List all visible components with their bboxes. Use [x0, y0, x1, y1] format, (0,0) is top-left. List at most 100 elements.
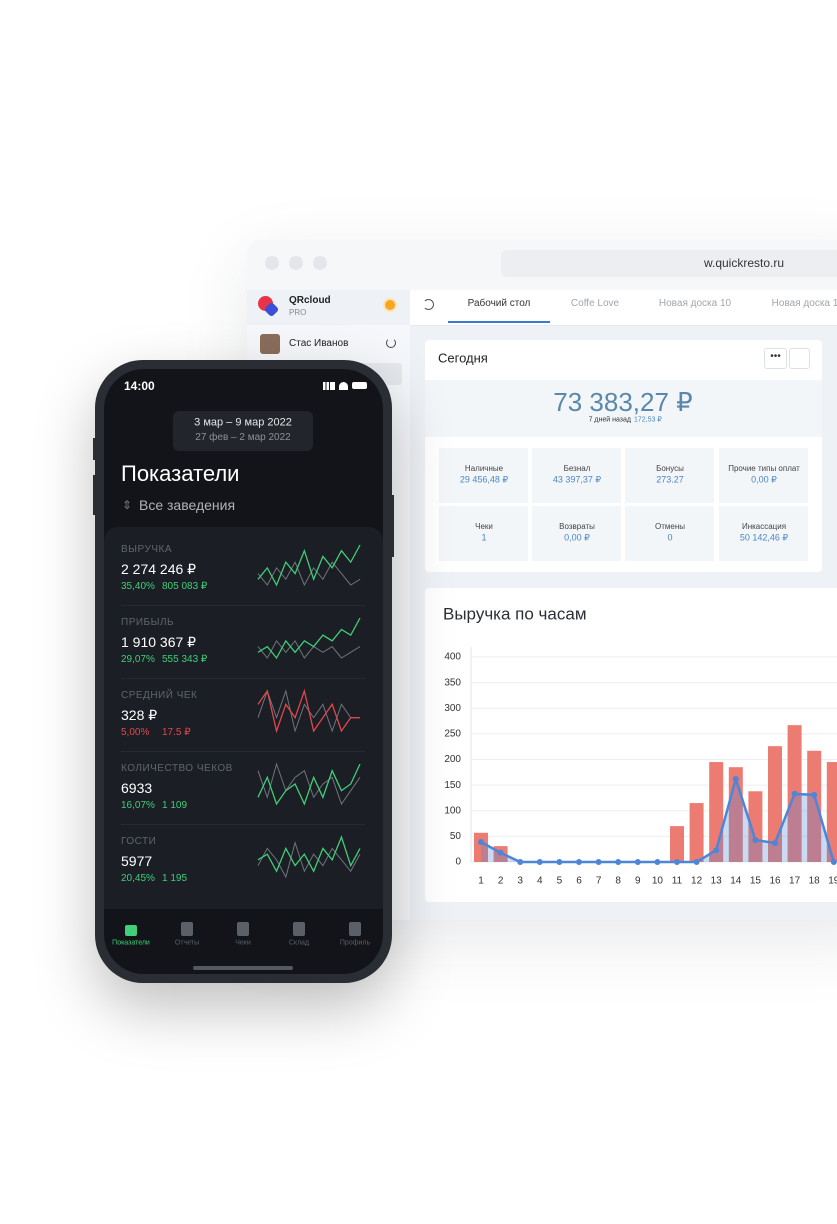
summary-cell[interactable] [625, 448, 714, 503]
metric-change-pct: 16,07% [121, 800, 155, 811]
cell-value: 1 [481, 532, 487, 543]
summary-cell[interactable] [439, 448, 528, 503]
line-point [536, 859, 543, 865]
cell-label: Наличные [464, 464, 504, 473]
sparkline-current [257, 835, 361, 873]
cell-label: Чеки [475, 522, 493, 531]
cell-value: 0,00 ₽ [751, 474, 777, 485]
metric-change-abs: 805 083 ₽ [162, 581, 208, 592]
summary-cell[interactable] [532, 506, 621, 561]
separator [121, 751, 365, 752]
line-point [772, 840, 778, 847]
period-picker[interactable] [173, 411, 313, 451]
logout[interactable] [386, 338, 396, 348]
cell-value: 29 456,48 ₽ [459, 474, 509, 485]
line-point [595, 859, 602, 865]
x-tick-label: 15 [750, 876, 762, 887]
tab-bar [410, 290, 837, 326]
separator [121, 824, 365, 825]
status-time: 14:00 [124, 379, 155, 393]
metric-change-pct: 20,45% [121, 873, 155, 884]
metric-change-pct: 35,40% [121, 581, 155, 592]
refresh[interactable] [423, 299, 434, 310]
summary-cell[interactable] [719, 448, 808, 503]
metric-change-abs: 555 343 ₽ [162, 654, 208, 665]
metric-change-abs: 1 195 [162, 873, 188, 884]
card-title: Сегодня [438, 350, 488, 366]
metric-label: КОЛИЧЕСТВО ЧЕКОВ [121, 763, 233, 774]
x-tick-label: 3 [517, 876, 523, 887]
summary-cell[interactable] [532, 448, 621, 503]
theme-toggle[interactable] [385, 300, 395, 310]
venue[interactable]: Все заведения [139, 497, 236, 513]
nav-label[interactable]: Показатели [112, 939, 150, 947]
y-tick-label: 150 [444, 780, 461, 791]
window-dot[interactable] [313, 256, 327, 270]
phone-button [93, 438, 96, 460]
cell-value: 50 142,46 ₽ [739, 532, 789, 543]
summary-cell[interactable] [625, 506, 714, 561]
tab[interactable]: Новая доска 1 [771, 298, 837, 309]
line-point [517, 859, 524, 865]
nav-icon[interactable] [293, 922, 305, 936]
cell-label: Отмены [654, 522, 686, 531]
nav-icon[interactable] [181, 922, 193, 936]
more-button[interactable]: ••• [764, 348, 787, 369]
metric-label: ГОСТИ [121, 836, 157, 847]
x-tick-label: 12 [691, 876, 703, 887]
window-dot[interactable] [289, 256, 303, 270]
nav-icon[interactable] [125, 925, 137, 936]
venue-chevron: ⇕ [122, 498, 133, 512]
tab[interactable]: Новая доска 10 [658, 298, 732, 309]
reload-button[interactable] [789, 348, 810, 369]
compare-period: 27 фев – 2 мар 2022 [195, 432, 291, 443]
window-dot[interactable] [265, 256, 279, 270]
x-tick-label: 11 [672, 876, 683, 887]
bar [748, 791, 763, 862]
summary-cell[interactable] [719, 506, 808, 561]
x-tick-label: 2 [498, 876, 504, 887]
nav-label[interactable]: Чеки [235, 939, 251, 947]
nav-label[interactable]: Профиль [339, 939, 371, 947]
phone-button [391, 495, 394, 557]
nav-label[interactable]: Склад [288, 939, 310, 947]
x-tick-label: 1 [478, 876, 484, 887]
url-bar[interactable] [501, 250, 837, 277]
tab[interactable]: Рабочий стол [467, 298, 531, 309]
x-tick-label: 4 [537, 876, 543, 887]
line-point [791, 790, 798, 797]
cell-value: 43 397,37 ₽ [552, 474, 602, 485]
line-point [478, 839, 484, 846]
wifi-icon [339, 382, 348, 390]
nav-icon[interactable] [237, 922, 249, 936]
tab[interactable]: Coffe Love [570, 298, 620, 309]
metric-value: 5977 [121, 853, 153, 869]
line-area [481, 778, 834, 862]
line-point [693, 859, 700, 865]
x-tick-label: 8 [615, 876, 621, 887]
y-tick-label: 250 [444, 729, 461, 740]
metric-change-abs: 17.5 ₽ [162, 727, 191, 738]
x-tick-label: 17 [789, 876, 801, 887]
cell-value: 0 [667, 532, 673, 543]
line-point [732, 775, 739, 782]
x-tick-label: 13 [711, 876, 723, 887]
tab-indicator [448, 321, 550, 323]
y-tick-label: 300 [444, 703, 461, 714]
cell-value: 273.27 [656, 474, 684, 485]
metric-label: СРЕДНИЙ ЧЕК [121, 690, 198, 701]
sparkline-previous [257, 762, 361, 806]
summary-cell[interactable] [439, 506, 528, 561]
metric-change-pct: 29,07% [121, 654, 155, 665]
nav-icon[interactable] [349, 922, 361, 936]
x-tick-label: 6 [576, 876, 582, 887]
metric-value: 6933 [121, 780, 153, 796]
y-tick-label: 0 [455, 857, 461, 868]
nav-label[interactable]: Отчеты [174, 939, 200, 947]
x-tick-label: 9 [635, 876, 641, 887]
metric-change-abs: 1 109 [162, 800, 188, 811]
user-name: Стас Иванов [289, 338, 349, 349]
metric-change-pct: 5,00% [121, 727, 150, 738]
